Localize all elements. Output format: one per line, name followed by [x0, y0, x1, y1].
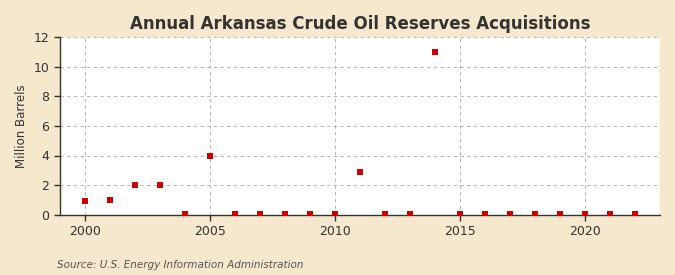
Point: [580, 212, 591, 216]
Text: Source: U.S. Energy Information Administration: Source: U.S. Energy Information Administ…: [57, 260, 304, 270]
Point: [279, 212, 290, 216]
Point: [105, 198, 115, 202]
Point: [504, 212, 515, 216]
Point: [205, 154, 215, 158]
Point: [404, 212, 415, 216]
Point: [155, 183, 165, 187]
Point: [555, 212, 566, 216]
Point: [329, 212, 340, 216]
Point: [130, 183, 140, 187]
Point: [304, 212, 315, 216]
Point: [180, 212, 190, 216]
Point: [605, 212, 616, 216]
Point: [454, 212, 465, 216]
Point: [479, 212, 490, 216]
Point: [429, 50, 440, 54]
Point: [80, 199, 90, 204]
Point: [379, 212, 390, 216]
Title: Annual Arkansas Crude Oil Reserves Acquisitions: Annual Arkansas Crude Oil Reserves Acqui…: [130, 15, 590, 33]
Point: [630, 212, 641, 216]
Point: [530, 212, 541, 216]
Point: [230, 212, 240, 216]
Point: [254, 212, 265, 216]
Point: [354, 170, 365, 174]
Y-axis label: Million Barrels: Million Barrels: [15, 84, 28, 168]
